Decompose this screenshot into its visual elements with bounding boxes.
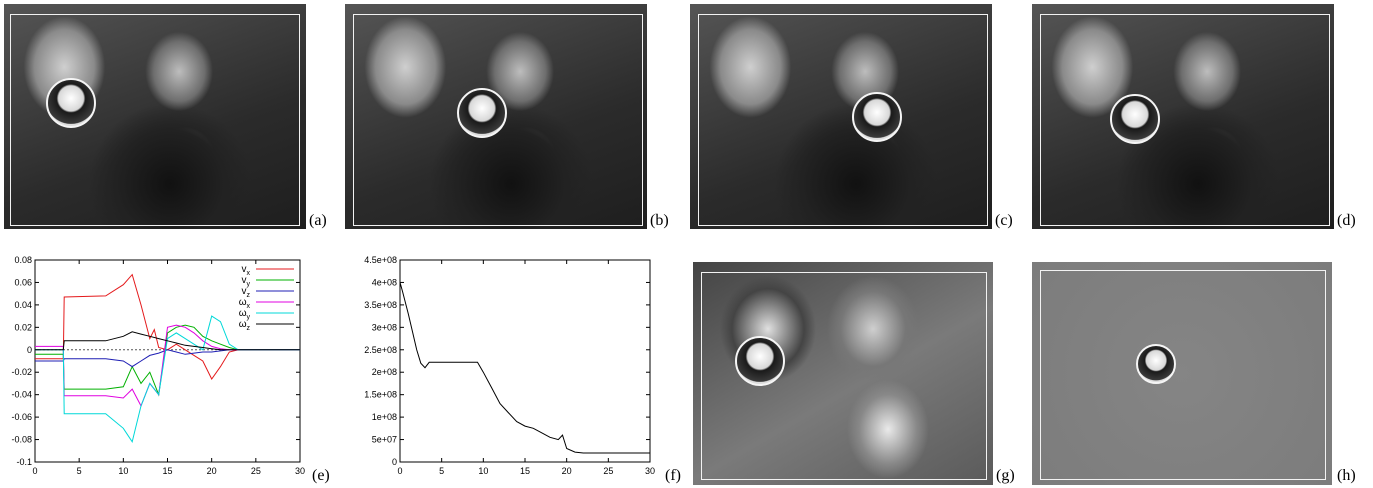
x-tick-label: 15: [162, 466, 172, 476]
tracking-rectangle: [1040, 270, 1326, 480]
plot-frame: [399, 259, 651, 463]
label-a: (a): [309, 212, 327, 229]
y-tick-label: 4.5e+08: [364, 255, 397, 265]
y-tick-label: 4e+08: [372, 277, 397, 287]
series-line-vz: [35, 349, 300, 368]
series-line-vx: [35, 273, 300, 380]
can-object: [735, 336, 785, 386]
y-tick-label: 0: [27, 345, 32, 355]
y-tick-label: -0.1: [16, 457, 32, 467]
label-g: (g): [996, 467, 1015, 484]
can-object: [1110, 94, 1160, 144]
y-tick-label: -0.08: [11, 435, 32, 445]
x-tick-label: 30: [295, 466, 305, 476]
panel-h: [1032, 262, 1332, 485]
x-tick-label: 20: [562, 466, 572, 476]
series-line-vy: [35, 324, 300, 397]
photo-d: [1032, 4, 1334, 229]
series-line-ωz: [35, 331, 300, 351]
y-tick-label: 2e+08: [372, 367, 397, 377]
series-line-ωx: [35, 324, 300, 408]
panel-a: [4, 4, 306, 229]
x-tick-label: 0: [397, 466, 402, 476]
tracking-rectangle: [10, 14, 300, 226]
legend-label: ωx: [239, 297, 251, 310]
chart-velocity: 0 5 10 15 20 25 30 -0.1 -0.08 -0.06 -0.04 -0.02 0 0.0…: [11, 255, 305, 476]
tracking-rectangle: [698, 14, 988, 226]
x-tick-label: 30: [645, 466, 655, 476]
photo-b: [345, 4, 647, 229]
photo-h: [1032, 262, 1332, 485]
y-tick-label: 0.08: [14, 255, 32, 265]
can-object: [457, 88, 507, 138]
legend-label: vx: [242, 264, 251, 277]
photo-a: [4, 4, 306, 229]
tracking-rectangle: [353, 14, 643, 226]
x-tick-label: 10: [478, 466, 488, 476]
tracking-rectangle: [701, 272, 987, 480]
panel-d: [1032, 4, 1334, 229]
legend-label: vz: [242, 286, 251, 299]
can-object: [1136, 344, 1176, 384]
y-tick-label: -0.04: [11, 390, 32, 400]
chart-error: 0 5 10 15 20 25 30 0 5e+07 1e+08 1.5e+08 2e+08 2.5e+…: [364, 255, 655, 476]
x-tick-label: 25: [603, 466, 613, 476]
y-tick-label: 1.5e+08: [364, 390, 397, 400]
x-tick-label: 5: [77, 466, 82, 476]
photo-c: [690, 4, 992, 229]
series-line-ωy: [35, 315, 300, 444]
panel-c: [690, 4, 992, 229]
y-tick-label: 0.06: [14, 277, 32, 287]
label-f: (f): [665, 467, 681, 484]
panel-b: [345, 4, 647, 229]
x-tick-label: 25: [251, 466, 261, 476]
label-c: (c): [995, 212, 1013, 229]
y-tick-label: 0.02: [14, 322, 32, 332]
legend-label: vy: [242, 275, 251, 288]
x-tick-label: 5: [439, 466, 444, 476]
photo-g: [693, 262, 993, 485]
y-tick-label: 0: [392, 457, 397, 467]
series-line-error: [399, 282, 650, 454]
label-e: (e): [312, 467, 330, 484]
label-b: (b): [650, 212, 669, 229]
legend-label: ωy: [239, 308, 251, 321]
y-tick-label: 0.04: [14, 300, 32, 310]
tracking-rectangle: [1040, 14, 1330, 226]
panel-g: [693, 262, 993, 485]
y-tick-label: 3e+08: [372, 322, 397, 332]
legend-label: ωz: [239, 319, 251, 332]
plot-frame: [34, 259, 301, 463]
x-tick-label: 0: [32, 466, 37, 476]
can-object: [46, 78, 96, 128]
label-d: (d): [1337, 212, 1356, 229]
y-tick-label: -0.06: [11, 412, 32, 422]
x-tick-label: 10: [118, 466, 128, 476]
y-tick-label: 2.5e+08: [364, 345, 397, 355]
x-tick-label: 15: [520, 466, 530, 476]
x-tick-label: 20: [207, 466, 217, 476]
y-tick-label: 1e+08: [372, 412, 397, 422]
y-tick-label: 5e+07: [372, 435, 397, 445]
y-tick-label: -0.02: [11, 367, 32, 377]
label-h: (h): [1337, 467, 1356, 484]
y-tick-label: 3.5e+08: [364, 300, 397, 310]
can-object: [852, 92, 902, 142]
